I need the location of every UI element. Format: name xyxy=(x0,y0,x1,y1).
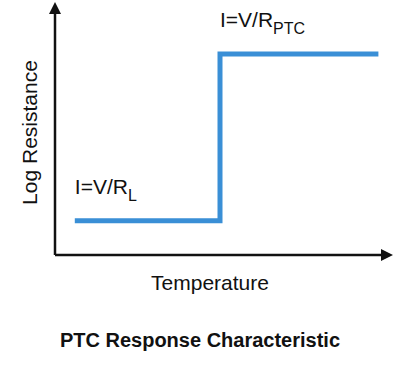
x-axis-label: Temperature xyxy=(151,271,269,294)
y-axis-label: Log Resistance xyxy=(18,60,41,205)
annotation: I=V/RL xyxy=(75,175,137,204)
x-axis xyxy=(55,254,385,257)
plot-area xyxy=(75,54,379,221)
annotation-text: I=V/R xyxy=(220,8,273,31)
annotation-subscript: PTC xyxy=(273,20,305,37)
annotation: I=V/RPTC xyxy=(220,8,305,37)
y-axis-arrow xyxy=(49,2,61,14)
data-line xyxy=(75,54,379,221)
chart: I=V/RLI=V/RPTCTemperatureLog ResistanceP… xyxy=(0,0,400,370)
x-axis-arrow xyxy=(381,249,393,261)
y-axis xyxy=(54,10,57,255)
annotation-subscript: L xyxy=(128,187,137,204)
title: PTC Response Characteristic xyxy=(60,329,340,351)
annotation-text: I=V/R xyxy=(75,175,128,198)
